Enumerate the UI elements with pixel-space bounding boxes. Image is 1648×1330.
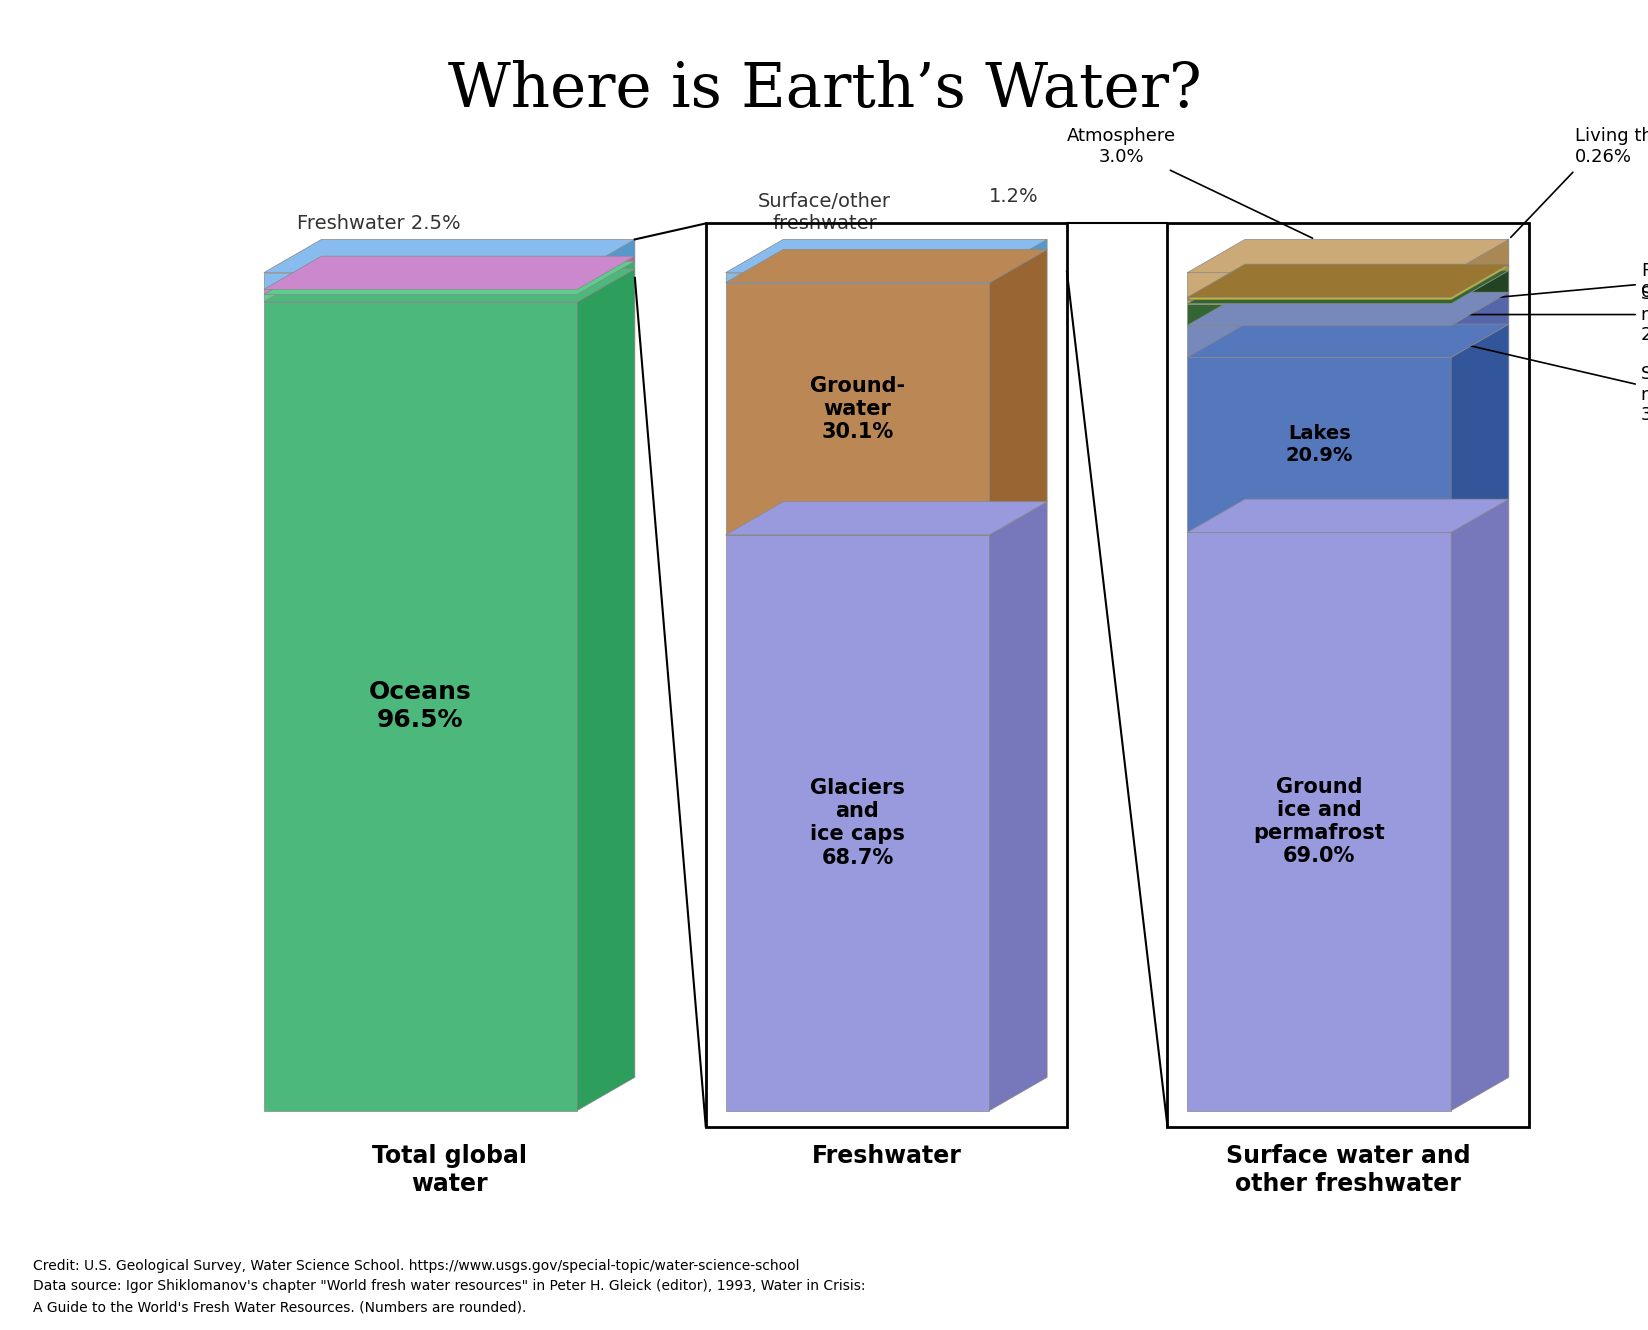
Polygon shape [1187,532,1450,1111]
Polygon shape [1187,299,1450,303]
Text: Lakes
20.9%: Lakes 20.9% [1285,424,1351,465]
Polygon shape [264,273,577,290]
Text: Soil
moisture
3.8%: Soil moisture 3.8% [1454,342,1648,424]
Text: Surface/other
freshwater: Surface/other freshwater [758,192,890,233]
Polygon shape [1450,325,1508,532]
Polygon shape [1187,303,1450,326]
Polygon shape [1187,239,1508,273]
Polygon shape [989,501,1046,1111]
Polygon shape [1450,266,1508,303]
Polygon shape [1187,273,1450,298]
Polygon shape [1187,499,1508,532]
Text: Oceans
96.5%: Oceans 96.5% [369,681,471,732]
Text: Total global
water: Total global water [372,1144,526,1196]
Text: Credit: U.S. Geological Survey, Water Science School. https://www.usgs.gov/speci: Credit: U.S. Geological Survey, Water Sc… [33,1258,865,1314]
Text: Where is Earth’s Water?: Where is Earth’s Water? [447,60,1201,120]
Polygon shape [1187,270,1508,303]
Text: Freshwater 2.5%: Freshwater 2.5% [297,214,461,233]
Polygon shape [1450,499,1508,1111]
Text: Atmosphere
3.0%: Atmosphere 3.0% [1066,128,1312,238]
Polygon shape [725,501,1046,535]
Polygon shape [1187,293,1508,326]
Polygon shape [1450,239,1508,298]
Polygon shape [577,257,634,294]
Polygon shape [989,239,1046,283]
Polygon shape [1187,326,1450,358]
Polygon shape [264,261,634,294]
Polygon shape [264,294,577,302]
Text: Living things
0.26%: Living things 0.26% [1574,128,1648,166]
Polygon shape [1187,265,1508,298]
Polygon shape [1450,265,1508,299]
Text: Glaciers
and
ice caps
68.7%: Glaciers and ice caps 68.7% [809,778,905,867]
Polygon shape [264,257,634,290]
Polygon shape [264,290,577,294]
Polygon shape [1187,358,1450,532]
Text: Surface water and
other freshwater: Surface water and other freshwater [1224,1144,1470,1196]
Polygon shape [577,269,634,1111]
Polygon shape [264,239,634,273]
Polygon shape [264,269,634,302]
Text: Rivers
0.49%: Rivers 0.49% [1454,262,1648,302]
Polygon shape [1187,266,1508,299]
Text: Freshwater: Freshwater [811,1144,961,1168]
Polygon shape [264,302,577,1111]
Polygon shape [725,250,1046,283]
Polygon shape [577,239,634,290]
Text: Swamps,
marshes
2.6%: Swamps, marshes 2.6% [1454,285,1648,344]
Text: 1.2%: 1.2% [989,188,1038,206]
Polygon shape [1187,298,1450,299]
Polygon shape [725,239,1046,273]
Text: Ground-
water
30.1%: Ground- water 30.1% [809,375,905,442]
Polygon shape [989,250,1046,535]
Polygon shape [725,283,989,535]
Text: Ground
ice and
permafrost
69.0%: Ground ice and permafrost 69.0% [1252,777,1384,866]
Polygon shape [1187,325,1508,358]
Polygon shape [725,535,989,1111]
Polygon shape [1450,293,1508,358]
Text: Other saline
water 0.9%: Other saline water 0.9% [292,266,417,305]
Polygon shape [725,273,989,283]
Polygon shape [577,261,634,302]
Polygon shape [1450,270,1508,326]
